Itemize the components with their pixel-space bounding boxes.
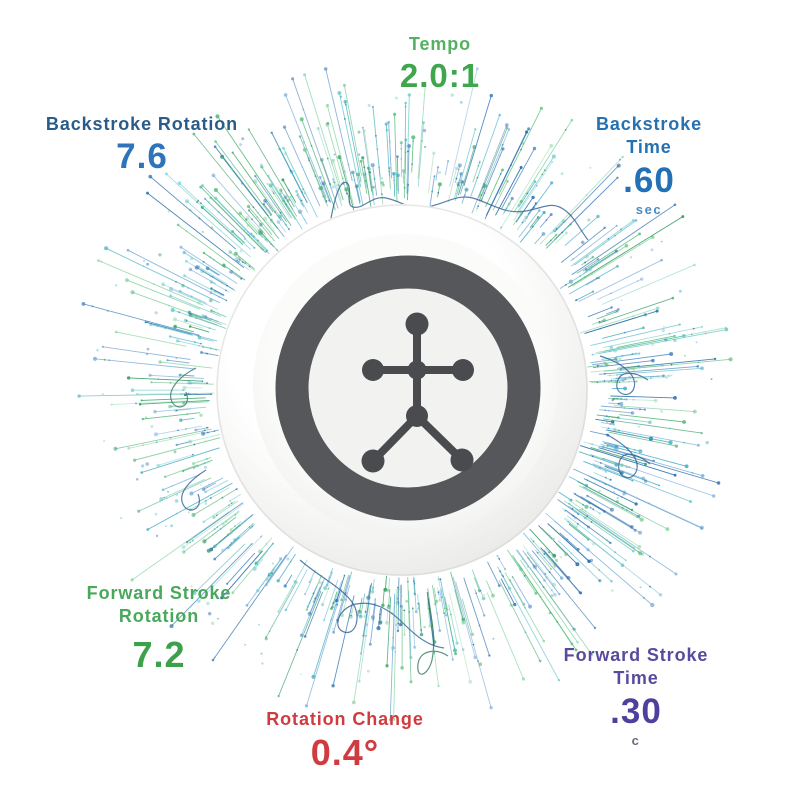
dot-figure-logo-nodes [361,312,474,473]
metric-forward-stroke-rotation: Forward Stroke Rotation 7.2 [69,582,249,674]
metric-backstroke-rotation: Backstroke Rotation 7.6 [46,113,238,176]
backstroke-rotation-label: Backstroke Rotation [45,114,239,134]
forward-stroke-rotation-value: 7.2 [132,633,186,675]
metric-backstroke-time: Backstroke Time .60 sec [574,113,725,217]
backstroke-time-value: .60 [623,160,675,200]
metric-rotation-change: Rotation Change 0.4° [266,708,424,772]
backstroke-time-unit: sec [635,201,663,217]
backstroke-time-label: Backstroke Time [595,114,703,158]
metric-forward-stroke-time: Forward Stroke Time .30 c [554,644,718,748]
device-edge [216,204,588,576]
forward-stroke-time-value: .30 [610,691,662,731]
sensor-data-burst [77,67,733,722]
metric-tempo: Tempo 2.0:1 [400,33,480,94]
forward-stroke-rotation-label: Forward Stroke Rotation [86,583,232,627]
rotation-change-label: Rotation Change [266,709,424,729]
forward-stroke-time-unit: c [631,732,641,748]
device-ring [275,255,541,521]
backstroke-rotation-value: 7.6 [116,137,168,177]
forward-stroke-time-label: Forward Stroke Time [563,645,709,689]
sensor-device [216,204,588,576]
tempo-value: 2.0:1 [399,57,481,95]
rotation-change-value: 0.4° [310,732,380,774]
tempo-label: Tempo [408,34,472,54]
